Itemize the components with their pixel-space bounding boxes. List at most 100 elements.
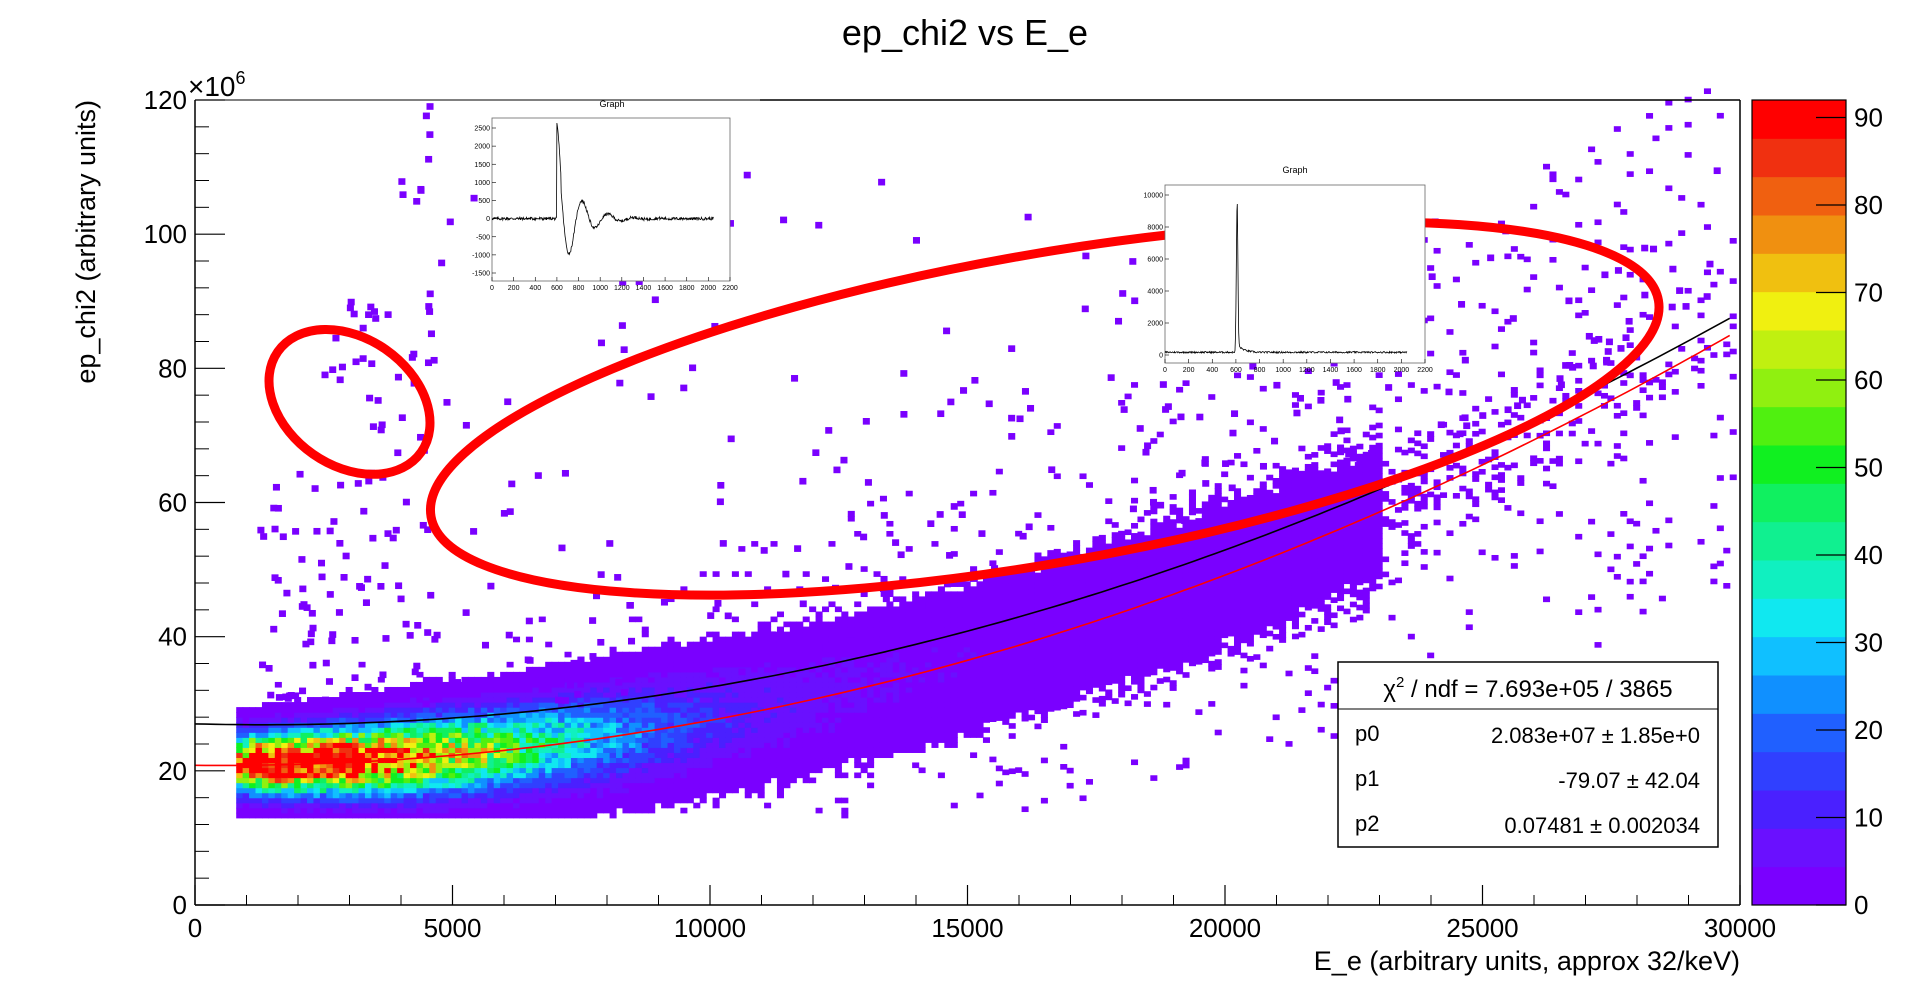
colorbar-segment — [1752, 521, 1846, 561]
inset-2-y-tick-label: 0 — [1159, 353, 1163, 360]
stats-header: χ2 / ndf = 7.693e+05 / 3865 — [1383, 674, 1672, 703]
inset-2-title: Graph — [1282, 165, 1307, 175]
inset-1-y-tick-label: -500 — [476, 234, 490, 241]
stats-p0-name: p0 — [1355, 721, 1379, 746]
colorbar-tick-label: 0 — [1854, 890, 1868, 920]
inset-1-y-tick-label: 1500 — [474, 162, 490, 169]
y-axis-exponent: ×106 — [188, 68, 246, 102]
colorbar-segment — [1752, 253, 1846, 293]
colorbar-tick-label: 60 — [1854, 365, 1883, 395]
x-tick-label: 10000 — [674, 913, 746, 943]
colorbar-segment — [1752, 483, 1846, 523]
y-tick-label: 40 — [158, 622, 187, 652]
x-axis-label: E_e (arbitrary units, approx 32/keV) — [1314, 946, 1740, 976]
inset-2-y-tick-label: 6000 — [1147, 257, 1163, 264]
colorbar-tick-label: 30 — [1854, 628, 1883, 658]
inset-2-y-tick-label: 10000 — [1144, 193, 1164, 200]
inset-1-x-tick-label: 1200 — [614, 285, 630, 292]
inset-1-x-tick-label: 800 — [573, 285, 585, 292]
colorbar-tick-label: 90 — [1854, 103, 1883, 133]
inset-2-x-tick-label: 1800 — [1370, 367, 1386, 374]
stats-p0-value: 2.083e+07 ± 1.85e+0 — [1491, 723, 1700, 748]
inset-2-x-tick-label: 400 — [1206, 367, 1218, 374]
colorbar-segment — [1752, 636, 1846, 676]
colorbar-segment — [1752, 330, 1846, 369]
colorbar-segment — [1752, 215, 1846, 254]
chart-title: ep_chi2 vs E_e — [842, 12, 1088, 53]
colorbar-segment — [1752, 751, 1846, 791]
annotation-ellipse-1 — [264, 324, 435, 479]
inset-graph-2: Graph 0 200 400 600 800 1000 1200 1400 1600 1800 2… — [1144, 165, 1433, 374]
x-tick-label: 15000 — [931, 913, 1003, 943]
inset-1-y-tick-label: 500 — [478, 198, 490, 205]
inset-1-x-tick-label: 400 — [529, 285, 541, 292]
annotation-ellipse-2 — [425, 217, 1664, 600]
inset-2-x-tick-label: 1400 — [1323, 367, 1339, 374]
inset-1-y-tick-label: 0 — [486, 216, 490, 223]
colorbar-segment — [1752, 291, 1846, 331]
inset-1-x-tick-label: 600 — [551, 285, 563, 292]
colorbar-segment — [1752, 790, 1846, 829]
inset-1-x-tick-label: 2200 — [722, 285, 738, 292]
inset-1-y-tick-label: -1000 — [472, 252, 490, 259]
y-tick-label: 100 — [144, 219, 187, 249]
colorbar-tick-label: 40 — [1854, 540, 1883, 570]
colorbar-segment — [1752, 100, 1846, 139]
y-axis-label: ep_chi2 (arbitrary units) — [71, 100, 101, 384]
y-tick-label: 120 — [144, 85, 187, 115]
inset-1-x-tick-label: 0 — [490, 285, 494, 292]
x-tick-label: 0 — [188, 913, 202, 943]
colorbar-segment — [1752, 138, 1846, 178]
fit-stats-box: χ2 / ndf = 7.693e+05 / 3865 p0 2.083e+07… — [1337, 661, 1719, 848]
colorbar-segment — [1752, 866, 1846, 906]
inset-2-x-tick-label: 1200 — [1299, 367, 1315, 374]
inset-1-x-tick-label: 2000 — [701, 285, 717, 292]
x-tick-label: 20000 — [1189, 913, 1261, 943]
colorbar-segment — [1752, 713, 1846, 753]
inset-2-x-tick-label: 1000 — [1275, 367, 1291, 374]
inset-2-x-tick-label: 2000 — [1394, 367, 1410, 374]
colorbar-segment — [1752, 828, 1846, 868]
inset-graph-1: Graph 0 200 400 600 800 1000 1200 1400 1600 1800 2… — [472, 99, 738, 292]
colorbar-tick-label: 50 — [1854, 453, 1883, 483]
inset-1-x-tick-label: 1800 — [679, 285, 695, 292]
colorbar-tick-label: 70 — [1854, 278, 1883, 308]
colorbar-tick-label: 20 — [1854, 715, 1883, 745]
y-axis-ticks: 0 20 40 60 80 100 120 — [144, 85, 225, 920]
colorbar-segment — [1752, 675, 1846, 714]
inset-1-waveform — [491, 122, 714, 256]
inset-2-x-tick-label: 200 — [1183, 367, 1195, 374]
inset-2-x-tick-label: 0 — [1163, 367, 1167, 374]
inset-2-x-tick-label: 1600 — [1346, 367, 1362, 374]
inset-1-x-tick-label: 1000 — [592, 285, 608, 292]
colorbar-segment — [1752, 368, 1846, 408]
colorbar-segment — [1752, 176, 1846, 216]
x-tick-label: 25000 — [1446, 913, 1518, 943]
red-ellipses — [264, 217, 1664, 600]
colorbar-segment — [1752, 598, 1846, 638]
x-tick-label: 30000 — [1704, 913, 1776, 943]
inset-1-y-tick-label: 2000 — [474, 144, 490, 151]
inset-1-x-tick-label: 200 — [508, 285, 520, 292]
stats-p1-name: p1 — [1355, 766, 1379, 791]
stats-p1-value: -79.07 ± 42.04 — [1558, 768, 1700, 793]
colorbar-tick-label: 80 — [1854, 190, 1883, 220]
inset-2-y-tick-label: 2000 — [1147, 321, 1163, 328]
colorbar-segment — [1752, 406, 1846, 446]
y-tick-label: 60 — [158, 488, 187, 518]
x-tick-label: 5000 — [424, 913, 482, 943]
fit-curve-2 — [194, 334, 1731, 767]
colorbar: 0 10 20 30 40 50 60 70 80 90 — [1751, 99, 1883, 920]
y-tick-label: 0 — [173, 890, 187, 920]
stats-p2-value: 0.07481 ± 0.002034 — [1504, 813, 1700, 838]
stats-p2-name: p2 — [1355, 811, 1379, 836]
colorbar-segment — [1752, 445, 1846, 484]
inset-2-x-tick-label: 800 — [1254, 367, 1266, 374]
inset-1-y-tick-label: 2500 — [474, 126, 490, 133]
inset-1-x-tick-label: 1600 — [657, 285, 673, 292]
inset-2-waveform — [1164, 203, 1408, 355]
inset-2-y-tick-label: 4000 — [1147, 289, 1163, 296]
inset-1-y-tick-label: -1500 — [472, 271, 490, 278]
colorbar-segment — [1752, 560, 1846, 599]
